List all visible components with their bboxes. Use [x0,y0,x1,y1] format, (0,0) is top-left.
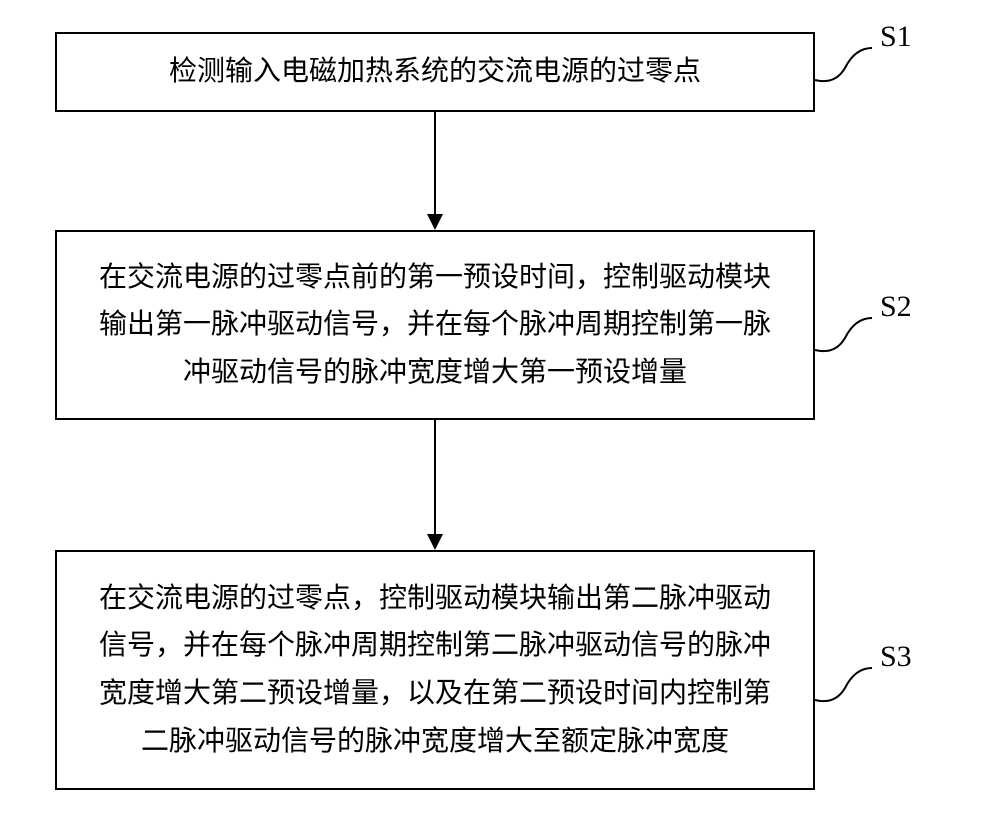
node-label-s2: S2 [880,290,912,324]
flowchart-node-s1: 检测输入电磁加热系统的交流电源的过零点 [55,32,815,112]
node-label-s3: S3 [880,640,912,674]
node-text: 在交流电源的过零点，控制驱动模块输出第二脉冲驱动信号，并在每个脉冲周期控制第二脉… [87,575,783,765]
node-text: 在交流电源的过零点前的第一预设时间，控制驱动模块输出第一脉冲驱动信号，并在每个脉… [87,254,783,397]
node-text: 检测输入电磁加热系统的交流电源的过零点 [169,48,701,96]
node-label-s1: S1 [880,20,912,54]
flowchart-node-s3: 在交流电源的过零点，控制驱动模块输出第二脉冲驱动信号，并在每个脉冲周期控制第二脉… [55,550,815,790]
flowchart-container: 检测输入电磁加热系统的交流电源的过零点 S1 在交流电源的过零点前的第一预设时间… [0,0,1000,821]
flowchart-node-s2: 在交流电源的过零点前的第一预设时间，控制驱动模块输出第一脉冲驱动信号，并在每个脉… [55,230,815,420]
